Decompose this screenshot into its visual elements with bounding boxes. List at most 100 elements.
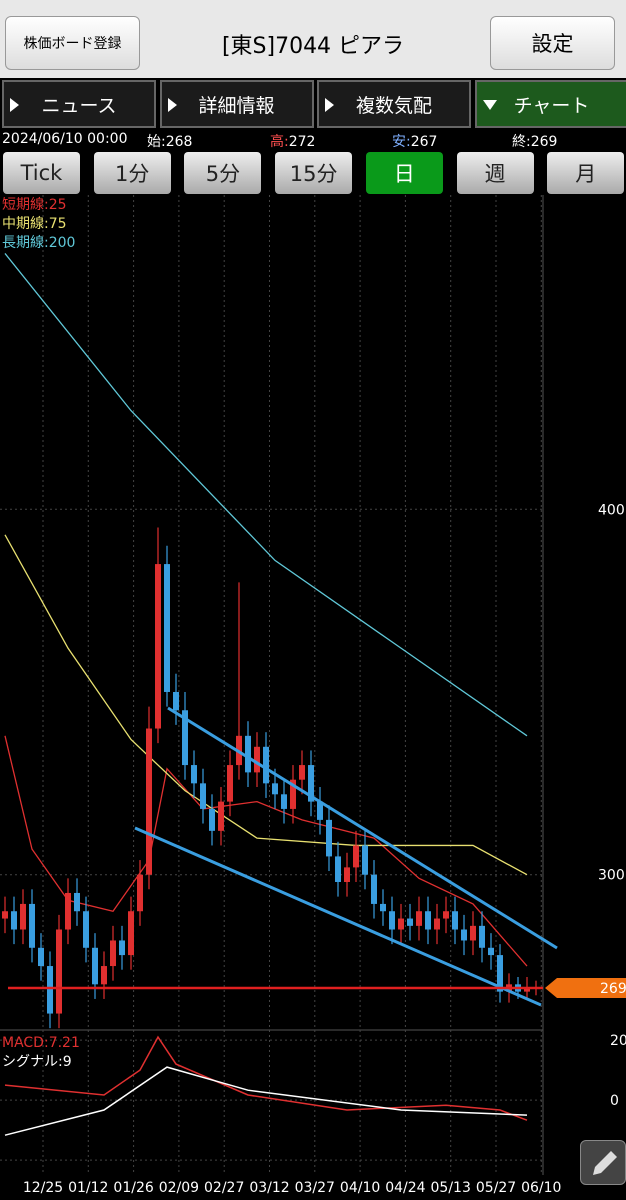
tab[interactable]: ニュース [2, 80, 156, 128]
candle-body [209, 808, 215, 831]
candle-body [479, 925, 485, 948]
y-tick-label: 300 [598, 868, 625, 884]
candle-body [407, 918, 413, 926]
candle-body [272, 783, 278, 795]
candle-body [425, 911, 431, 930]
title: [東S]7044 ピアラ [221, 34, 405, 59]
candle-body [344, 867, 350, 883]
info-item: 終:269 [512, 131, 557, 151]
x-tick-label: 03/27 [295, 1180, 335, 1196]
candle-body [83, 911, 89, 948]
info-label: 始: [147, 134, 166, 150]
candle-body [29, 903, 35, 948]
tab[interactable]: 詳細情報 [159, 80, 314, 128]
candle-body [146, 728, 152, 875]
period-button[interactable]: Tick [3, 152, 80, 194]
x-tick-label: 05/13 [431, 1180, 471, 1196]
period-button[interactable]: 1分 [93, 152, 171, 194]
draw-tool[interactable] [580, 1140, 626, 1185]
candle-body [299, 765, 305, 780]
tab-label: チャート [513, 94, 590, 117]
x-tick-label: 04/10 [340, 1180, 380, 1196]
legend-value: 25 [49, 197, 67, 213]
moving-average [4, 253, 528, 737]
candle-body [470, 925, 476, 941]
period-button[interactable]: 5分 [184, 152, 262, 194]
candle-body [461, 929, 467, 941]
triangle [10, 98, 19, 112]
x-tick-label: 05/27 [476, 1180, 516, 1196]
triangle [325, 98, 334, 112]
candle-body [335, 856, 341, 883]
triangle [482, 100, 497, 110]
legend-entry: 短期線:25 [2, 197, 67, 213]
candle-body [416, 911, 422, 926]
candle-body [191, 765, 197, 784]
candle-body [281, 794, 287, 809]
legend-entry: 中期線:75 [2, 216, 67, 232]
period-button[interactable]: 日 [365, 152, 443, 194]
moving-average [4, 534, 528, 876]
period-button[interactable]: 月 [547, 152, 625, 194]
candle-body [65, 892, 71, 930]
candle-body [398, 918, 404, 930]
candle-body [443, 911, 449, 919]
x-tick-label: 03/12 [249, 1180, 289, 1196]
candle-body [452, 911, 458, 930]
candle-body [245, 735, 251, 773]
x-tick-label: 04/24 [385, 1180, 425, 1196]
tab[interactable]: 複数気配 [317, 80, 471, 128]
x-tick-label: 02/09 [159, 1180, 199, 1196]
candle-body [173, 691, 179, 711]
x-tick-label: 06/10 [521, 1180, 561, 1196]
candle-body [128, 911, 134, 956]
candle-body [434, 918, 440, 930]
pencil-icon [593, 1151, 617, 1175]
settings-button[interactable]: 設定 [490, 16, 615, 70]
candle-body [110, 940, 116, 967]
candle-body [362, 845, 368, 875]
legend-label: シグナル: [2, 1054, 63, 1070]
board-button[interactable]: 株価ボード登録 [5, 16, 140, 70]
candle-body [155, 564, 161, 729]
candle-body [38, 947, 44, 967]
x-tick-label: 02/27 [204, 1180, 244, 1196]
info-value: 267 [410, 134, 438, 150]
candle-body [353, 845, 359, 868]
candle-body [20, 903, 26, 930]
x-tick-label: 12/25 [23, 1180, 63, 1196]
candle-body [227, 765, 233, 802]
candle-body [254, 746, 260, 773]
candle-body [200, 783, 206, 809]
candle-body [11, 911, 17, 930]
candle-body [317, 801, 323, 820]
legend-label: 短期線: [2, 197, 49, 213]
candle-body [47, 966, 53, 1014]
macd-tick-label: 20 [610, 1033, 626, 1049]
legend-entry: MACD:7.21 [2, 1035, 80, 1051]
info-row: 2024/06/10 00:00 始:268 高:272 安:267 終:269 [2, 131, 626, 151]
legend-label: 中期線: [2, 216, 49, 232]
info-value: 272 [288, 134, 316, 150]
candle-body [218, 801, 224, 831]
info-label: 安: [392, 134, 411, 150]
candle-body [290, 779, 296, 809]
legend-entry: シグナル:9 [2, 1054, 72, 1070]
tab[interactable]: チャート [474, 80, 626, 128]
x-tick-label: 01/26 [113, 1180, 153, 1196]
candle-body [263, 746, 269, 784]
legend-value: 7.21 [49, 1035, 80, 1051]
macd-line [4, 1066, 528, 1136]
candle-body [101, 966, 107, 985]
period-button[interactable]: 15分 [275, 152, 353, 194]
chart: 12/25 01/12 01/26 02/09 02/27 03/12 03/27 04/10… [0, 195, 626, 1196]
legend-entry: 長期線:200 [2, 235, 75, 251]
y-tick-label: 400 [598, 502, 625, 518]
legend-label: 長期線: [2, 235, 49, 251]
info-value: 269 [530, 134, 558, 150]
candle-body [326, 819, 332, 857]
legend-value: 75 [49, 216, 67, 232]
period-button[interactable]: 週 [456, 152, 534, 194]
trend-line [167, 706, 558, 950]
